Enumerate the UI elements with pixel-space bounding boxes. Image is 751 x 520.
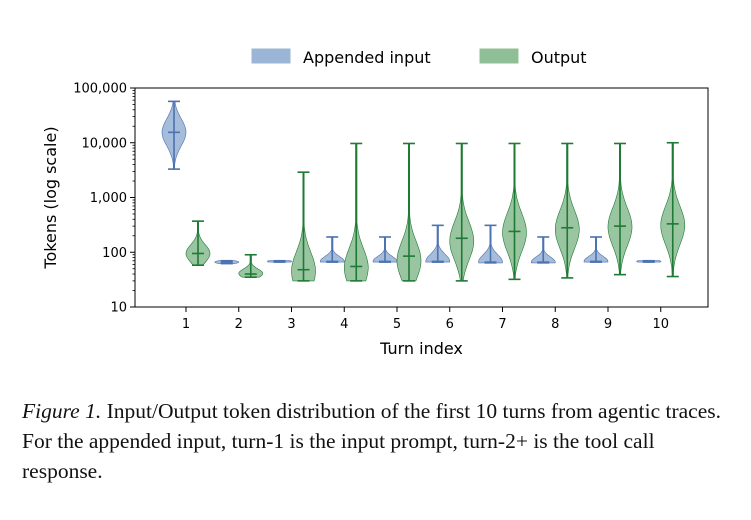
legend-label-appended-input: Appended input [303,48,431,67]
x-axis-label: Turn index [379,339,463,358]
caption-lead: Figure 1. [22,399,102,423]
y-tick-label: 10 [110,301,127,316]
x-tick-label: 9 [604,317,612,332]
x-tick-label: 6 [446,317,454,332]
y-axis-label: Tokens (log scale) [41,126,60,269]
y-tick-label: 100 [102,246,127,261]
x-tick-label: 8 [551,317,559,332]
caption-text: Input/Output token distribution of the f… [22,399,722,483]
x-tick-label: 3 [287,317,295,332]
x-axis: 1 2 3 4 5 6 7 8 9 10 [182,307,669,332]
x-tick-label: 10 [652,317,669,332]
legend: Appended input Output [251,48,587,67]
y-tick-label: 1,000 [90,191,127,206]
y-tick-label: 10,000 [82,136,128,151]
figure-caption: Figure 1. Input/Output token distributio… [22,396,734,486]
y-axis: 10 100 1,000 10,000 100,000 [73,82,135,316]
x-tick-label: 4 [340,317,348,332]
x-tick-label: 1 [182,317,190,332]
x-tick-label: 5 [393,317,401,332]
x-tick-label: 7 [498,317,506,332]
legend-swatch-output [479,48,519,64]
violin-chart: Appended input Output 101001,00010,00010… [41,48,709,358]
x-tick-label: 2 [235,317,243,332]
legend-label-output: Output [531,48,587,67]
legend-swatch-appended-input [251,48,291,64]
y-tick-label: 100,000 [73,82,127,97]
plot-area [161,100,686,282]
